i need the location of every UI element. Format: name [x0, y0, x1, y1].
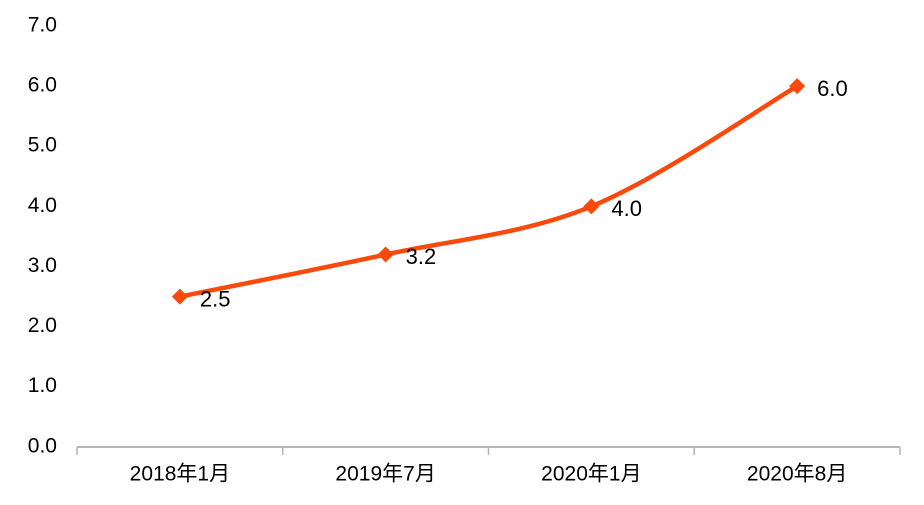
data-point-marker	[377, 246, 394, 263]
data-point-marker	[583, 198, 600, 215]
data-point-marker	[789, 78, 806, 95]
y-axis-tick-label: 5.0	[28, 134, 57, 157]
y-axis-tick-label: 2.0	[28, 314, 57, 337]
y-axis-tick-label: 4.0	[28, 194, 57, 217]
data-point-label: 4.0	[611, 196, 642, 221]
series-line	[177, 83, 800, 299]
x-axis-category-label: 2020年8月	[747, 462, 847, 485]
y-axis-tick-label: 0.0	[28, 434, 57, 457]
y-axis-tick-label: 6.0	[28, 73, 57, 96]
data-point-label: 2.5	[200, 286, 231, 311]
data-point-marker	[171, 288, 188, 305]
data-point-label: 3.2	[406, 244, 437, 269]
y-axis-tick-label: 7.0	[28, 13, 57, 36]
x-axis-category-label: 2019年7月	[335, 462, 435, 485]
y-axis-tick-label: 1.0	[28, 374, 57, 397]
x-axis-category-label: 2018年1月	[130, 462, 230, 485]
y-axis-tick-label: 3.0	[28, 254, 57, 277]
data-point-label: 6.0	[817, 76, 848, 101]
x-axis-category-label: 2020年1月	[541, 462, 641, 485]
